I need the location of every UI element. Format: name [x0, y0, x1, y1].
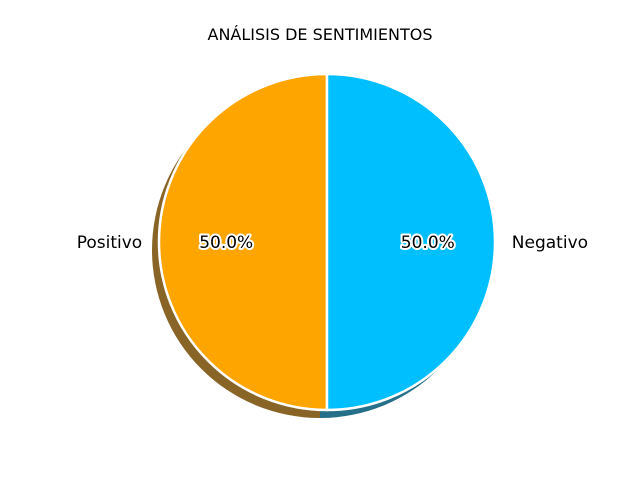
chart-title: ANÁLISIS DE SENTIMIENTOS [208, 25, 433, 44]
pct-label-positivo: 50.0% [199, 233, 253, 253]
pie-slices [157, 72, 497, 412]
pie-slice-positivo [157, 72, 329, 412]
slice-label-negativo: Negativo [512, 233, 588, 253]
pie-labels: Positivo 50.0% Negativo 50.0% [77, 231, 588, 255]
slice-label-positivo: Positivo [77, 233, 142, 253]
pct-label-negativo: 50.0% [401, 233, 455, 253]
pie-slice-negativo [325, 72, 497, 412]
